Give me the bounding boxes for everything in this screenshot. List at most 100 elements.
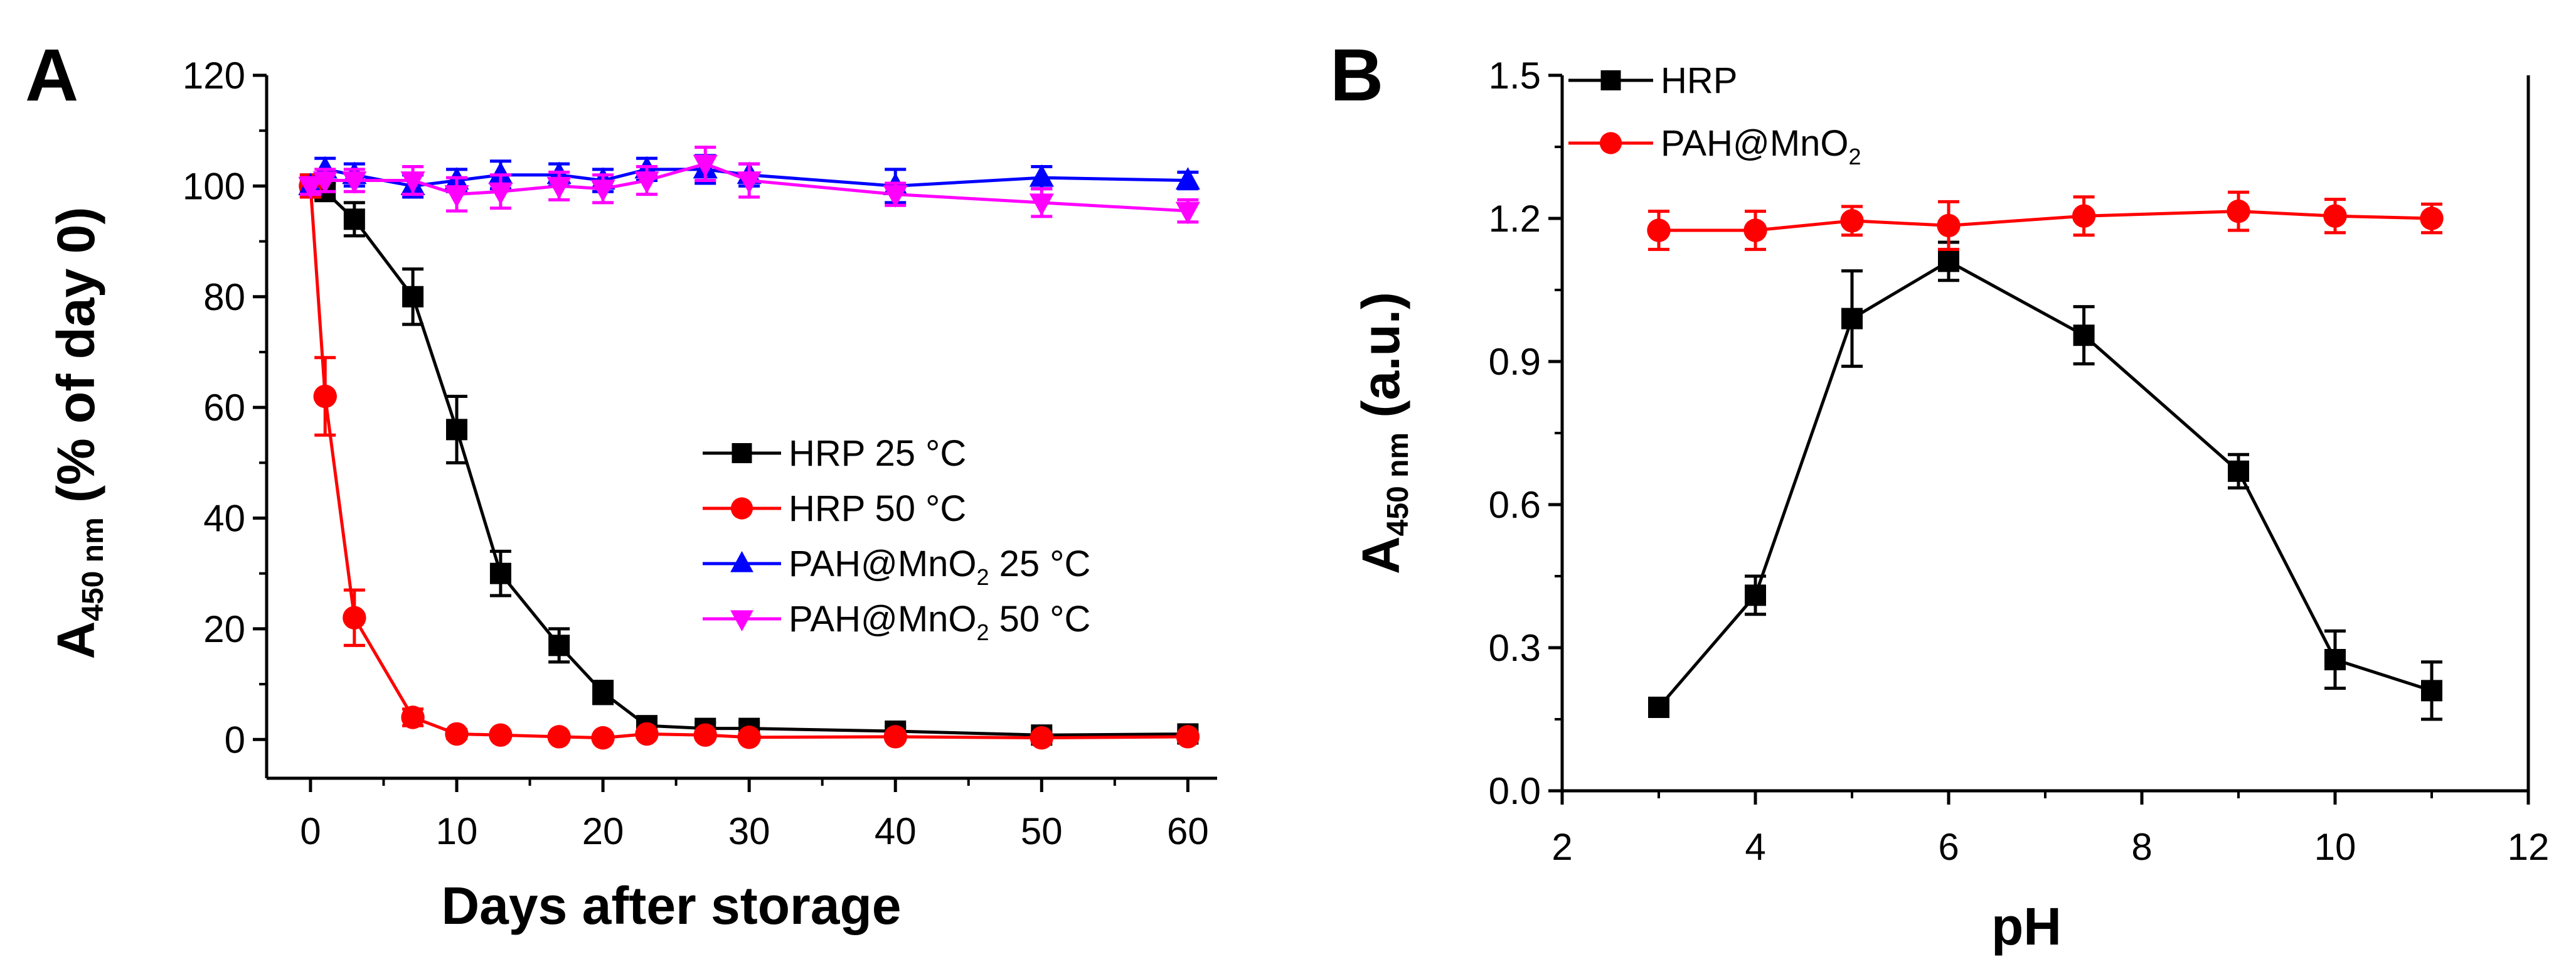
panel-b-y-tick-label: 0.9 [1489, 341, 1541, 383]
panel-a-y-axis-label: A450 nm (% of day 0) [46, 207, 110, 660]
panel-b-legend-marker [1600, 70, 1621, 90]
panel-b-x-tick-label: 12 [2508, 826, 2550, 868]
panel-a-data-point [1029, 193, 1054, 217]
panel-a-data-point [591, 726, 615, 750]
panel-a-axes: 0 10 20 30 40 50 60 0 20 40 60 80 100 120 [183, 55, 1217, 852]
panel-b-data-point [2421, 680, 2442, 702]
panel-a-y-tick-label: 100 [183, 165, 245, 207]
panel-a-legend-label: HRP 50 °C [789, 488, 966, 529]
panel-b-x-tick-label: 4 [1745, 826, 1765, 868]
panel-a-series-line [310, 162, 1188, 213]
panel-a-x-tick-label: 30 [728, 810, 770, 852]
panel-b-x-axis-label: pH [1991, 897, 2062, 956]
panel-a-data-point [693, 154, 718, 178]
panel-a-data-point [634, 171, 659, 194]
panel-b-data-point [1647, 218, 1671, 242]
panel-a-data-point [883, 725, 907, 749]
panel-a-legend-marker [730, 551, 753, 572]
panel-b-data-point [1938, 250, 1959, 272]
panel-b-y-tick-label: 0.6 [1489, 484, 1541, 526]
panel-b-series-pah-mno2 [1647, 190, 2444, 251]
panel-a-data-point [342, 171, 367, 194]
panel-a-data-point [343, 606, 366, 630]
panel-a-data-point [445, 722, 469, 746]
panel-b-legend-label: HRP [1661, 60, 1737, 101]
panel-a-data-point [592, 682, 614, 704]
panel-a-data-point [400, 171, 425, 194]
panel-b-data-point [1841, 308, 1863, 329]
panel-b-data-point [2420, 206, 2444, 230]
panel-a-data-point [298, 176, 323, 200]
panel-b-data-point [1745, 584, 1766, 606]
panel-letter-b: B [1330, 34, 1383, 117]
panel-a-data-point [1176, 725, 1200, 749]
panel-a-series-line [310, 185, 1188, 737]
panel-a-plot-area [298, 146, 1200, 750]
panel-b-series-hrp [1648, 240, 2442, 721]
panel-b-series-line [1659, 210, 2432, 232]
panel-a-data-point [883, 185, 908, 208]
panel-b-x-tick-label: 8 [2131, 826, 2152, 868]
panel-a-data-point [548, 635, 570, 656]
panel-a-series-pah-mno2-50-c [298, 146, 1200, 225]
panel-a-legend-label: PAH@MnO2 25 °C [789, 544, 1090, 590]
panel-b-y-tick-label: 1.5 [1489, 55, 1541, 97]
panel-a-data-point [547, 725, 571, 749]
panel-a-legend-entry-hrp-25-c: HRP 25 °C [703, 433, 966, 474]
panel-b-legend: HRP PAH@MnO2 [1568, 60, 1861, 169]
panel-a-data-point [635, 722, 659, 746]
panel-a-data-point [313, 384, 337, 409]
panel-b-data-point [2072, 204, 2096, 228]
panel-a-y-tick-label: 20 [203, 608, 245, 650]
panel-a-x-tick-label: 20 [582, 810, 624, 852]
panel-b-legend-marker [1599, 132, 1622, 154]
panel-a-x-axis-label: Days after storage [442, 876, 902, 935]
panel-b-y-tick-label: 0.3 [1489, 627, 1541, 669]
panel-b-legend-entry-pah-mno2: PAH@MnO2 [1568, 123, 1861, 169]
panel-a-legend-label: HRP 25 °C [789, 433, 966, 474]
panel-a-legend-entry-hrp-50-c: HRP 50 °C [703, 488, 966, 529]
panel-b: B 2 4 6 8 10 12 0.0 0.3 0.6 0.9 1.2 1.5 pH A450 nm … [1330, 34, 2549, 956]
panel-a-data-point [401, 705, 425, 729]
panel-a-legend-marker [732, 443, 752, 463]
panel-a-y-tick-label: 0 [225, 719, 245, 761]
panel-a-legend-entry-pah-mno2-50-c: PAH@MnO2 50 °C [703, 599, 1090, 645]
panel-b-y-tick-label: 1.2 [1489, 198, 1541, 240]
panel-b-data-point [2227, 199, 2250, 223]
panel-a-data-point [1029, 164, 1054, 187]
panel-b-plot-area [1647, 190, 2444, 721]
panel-b-y-tick-label: 0.0 [1489, 770, 1541, 812]
panel-a-legend-marker [730, 610, 753, 631]
panel-a-data-point [446, 419, 467, 441]
panel-a-data-point [1175, 167, 1200, 190]
panel-b-legend-label: PAH@MnO2 [1661, 123, 1861, 169]
panel-b-data-point [2073, 324, 2095, 346]
panel-a-series-hrp-50-c [299, 173, 1200, 750]
panel-b-data-point [2323, 204, 2347, 228]
panel-a-data-point [489, 562, 511, 584]
panel-a-data-point [488, 182, 513, 205]
panel-a-x-tick-label: 50 [1021, 810, 1063, 852]
panel-a-y-tick-label: 80 [203, 276, 245, 318]
panel-a-data-point [693, 723, 717, 747]
panel-a-data-point [1175, 201, 1200, 225]
panel-a-legend-entry-pah-mno2-25-c: PAH@MnO2 25 °C [703, 544, 1090, 590]
panel-b-data-point [1743, 218, 1767, 242]
panel-a-series-line [309, 186, 1188, 740]
panel-a-legend-marker [730, 497, 753, 520]
panel-b-legend-entry-hrp: HRP [1568, 60, 1737, 101]
panel-a-x-tick-label: 0 [300, 810, 321, 852]
panel-b-x-tick-label: 2 [1551, 826, 1572, 868]
panel-b-data-point [1648, 697, 1669, 718]
panel-b-x-tick-label: 6 [1938, 826, 1959, 868]
panel-b-data-point [1937, 213, 1961, 238]
panel-a-legend: HRP 25 °C HRP 50 °C PAH@MnO2 25 °C PAH@MnO2… [703, 433, 1090, 645]
panel-a-data-point [312, 171, 338, 194]
panel-a-x-tick-label: 10 [436, 810, 478, 852]
panel-a-data-point [343, 208, 365, 230]
panel-a-x-tick-label: 40 [875, 810, 917, 852]
panel-a-y-tick-label: 40 [203, 498, 245, 540]
panel-a-x-tick-label: 60 [1167, 810, 1209, 852]
panel-a-series-line [309, 168, 1188, 188]
panel-b-data-point [2324, 649, 2346, 670]
